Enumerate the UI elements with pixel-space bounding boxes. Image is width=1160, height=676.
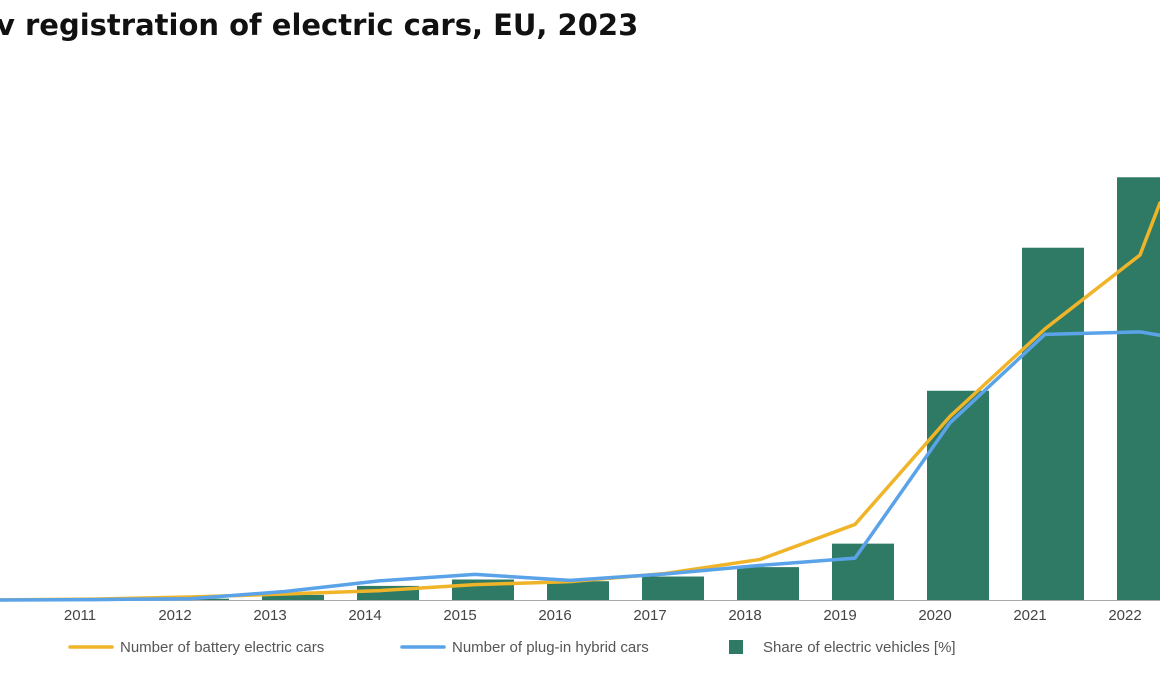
x-tick-label: 2011	[64, 607, 96, 624]
legend: Number of battery electric cars Number of…	[68, 639, 956, 656]
x-tick-label: 2013	[253, 607, 286, 624]
x-tick-label: 2014	[348, 607, 381, 624]
x-tick-label: 2020	[918, 607, 951, 624]
legend-label: Number of battery electric cars	[120, 639, 324, 656]
legend-label: Share of electric vehicles [%]	[763, 639, 956, 656]
x-tick-label: 2022	[1108, 607, 1141, 624]
lines-layer	[0, 201, 1160, 602]
bar-share-2017	[642, 576, 704, 600]
bars-layer	[72, 177, 1160, 600]
bar-share-2019	[832, 543, 894, 600]
legend-square-swatch	[729, 640, 743, 654]
x-tick-label: 2016	[538, 607, 571, 624]
ticks-layer: 2011 2012 2013 2014 2015 2016 2017 2018 2019 2020…	[64, 607, 1142, 624]
bar-share-2018	[737, 567, 799, 600]
x-tick-label: 2012	[158, 607, 191, 624]
line-number-of-plug-in-hybrid-cars	[0, 330, 1160, 602]
bar-share-2022	[1117, 177, 1160, 600]
x-tick-label: 2015	[443, 607, 476, 624]
legend-label: Number of plug-in hybrid cars	[452, 639, 649, 656]
bar-share-2016	[547, 581, 609, 600]
chart-title: v registration of electric cars, EU, 202…	[0, 8, 639, 42]
bar-share-2013	[262, 594, 324, 600]
bar-share-2020	[927, 390, 989, 600]
bar-share-2021	[1022, 247, 1084, 600]
x-tick-label: 2021	[1013, 607, 1046, 624]
x-tick-label: 2019	[823, 607, 856, 624]
x-tick-label: 2017	[633, 607, 666, 624]
x-tick-label: 2018	[728, 607, 761, 624]
